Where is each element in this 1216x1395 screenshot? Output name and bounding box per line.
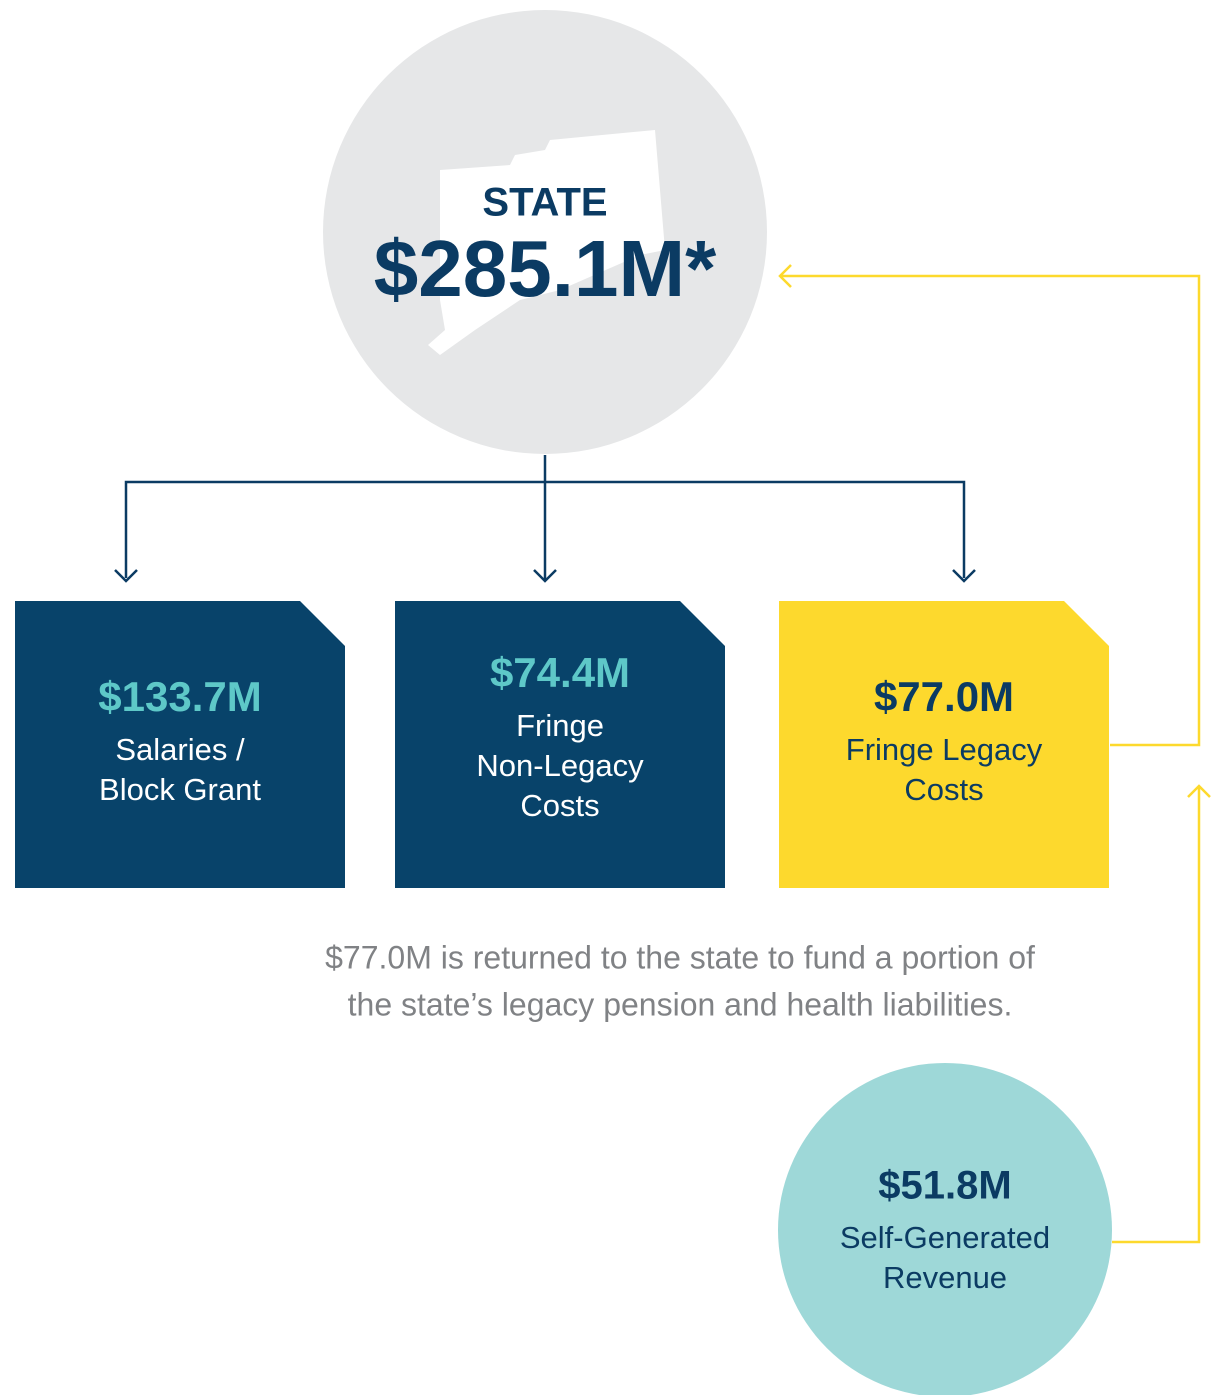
box-amount: $133.7M — [98, 673, 261, 720]
box-label: Costs — [520, 788, 599, 823]
revenue-amount: $51.8M — [878, 1164, 1011, 1208]
state-label: STATE — [482, 181, 607, 225]
box-label: Non-Legacy — [476, 748, 644, 783]
connectors — [114, 455, 976, 583]
note: the state’s legacy pension and health li… — [348, 986, 1013, 1022]
box-amount: $77.0M — [874, 673, 1014, 720]
box — [395, 601, 725, 888]
box-label: Salaries / — [115, 732, 245, 767]
revenue-label: Revenue — [883, 1260, 1007, 1295]
box-amount: $74.4M — [490, 649, 630, 696]
return-arrows — [778, 264, 1211, 1244]
box — [779, 601, 1109, 888]
note: $77.0M is returned to the state to fund … — [325, 939, 1035, 975]
box-label: Block Grant — [99, 772, 261, 807]
box-label: Costs — [904, 772, 983, 807]
box — [15, 601, 345, 888]
revenue-label: Self-Generated — [840, 1220, 1050, 1255]
box-label: Fringe — [516, 708, 604, 743]
revenue-circle — [778, 1063, 1112, 1395]
state-amount: $285.1M* — [374, 224, 717, 313]
box-label: Fringe Legacy — [846, 732, 1043, 767]
state-shape — [428, 130, 665, 355]
